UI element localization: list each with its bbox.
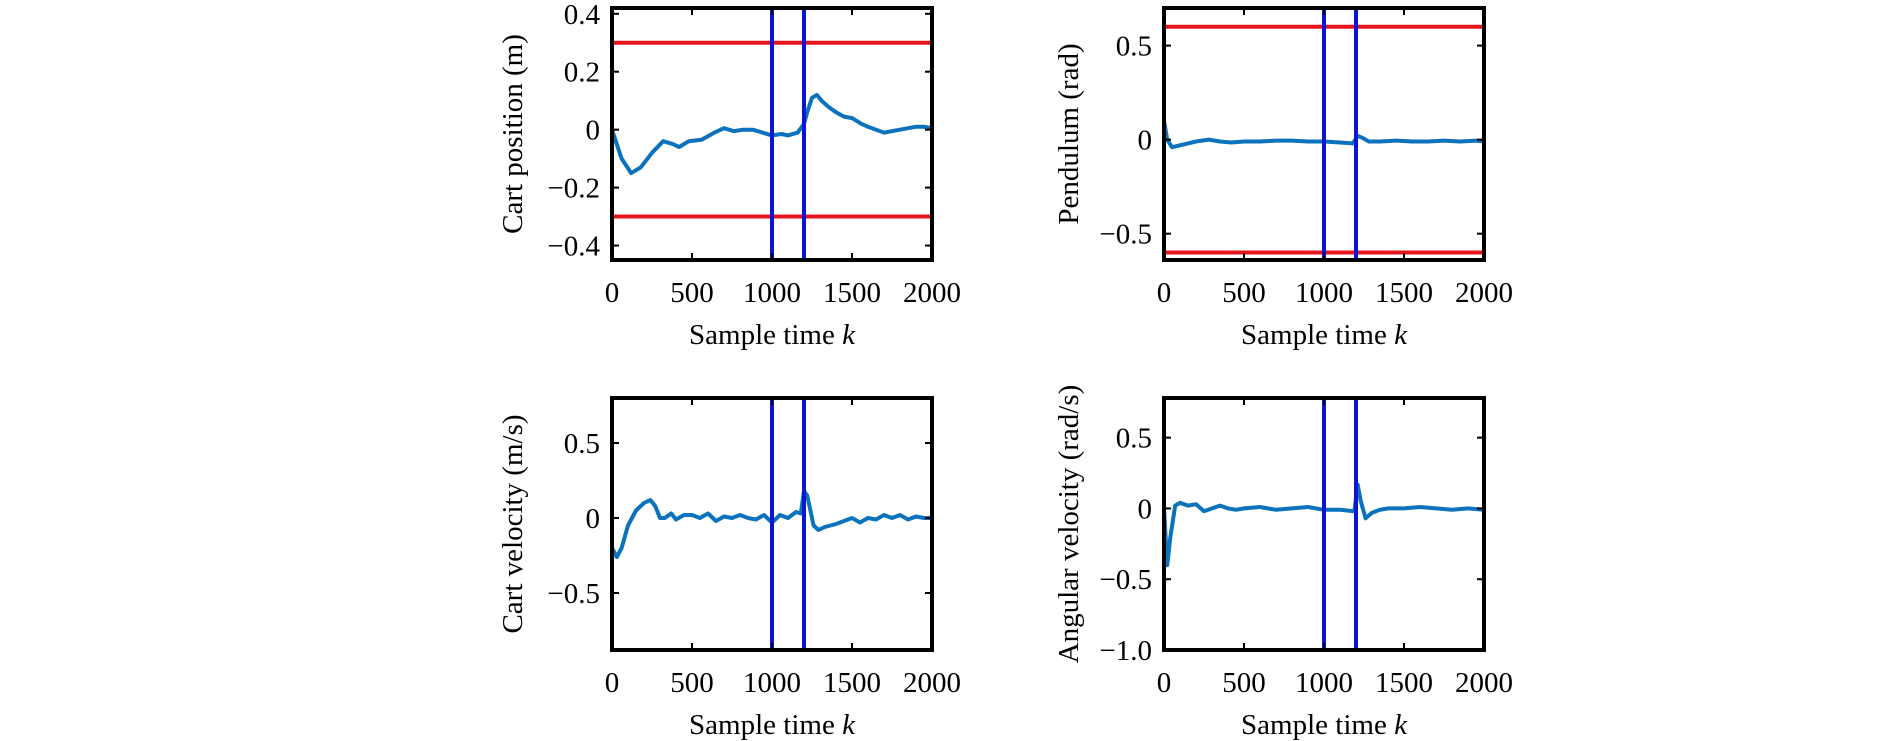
- y-tick-label: 0: [1138, 493, 1153, 525]
- x-tick-label: 1500: [1375, 277, 1433, 309]
- x-tick-label: 2000: [1455, 667, 1513, 699]
- x-tick-label: 1000: [1295, 667, 1353, 699]
- x-tick-label: 1500: [1375, 667, 1433, 699]
- series-line-1: [1164, 120, 1484, 150]
- x-axis-label: Sample time k: [1241, 709, 1408, 741]
- x-tick-label: 0: [605, 277, 620, 309]
- y-tick-label: −0.2: [547, 173, 600, 205]
- y-tick-label: 0.5: [564, 428, 600, 460]
- y-axis-label: Cart position (m): [497, 34, 529, 234]
- x-tick-label: 500: [670, 667, 714, 699]
- x-axis-label: Sample time k: [1241, 319, 1408, 351]
- y-tick-label: 0.4: [564, 0, 601, 31]
- x-axis-label-var: k: [1394, 709, 1408, 741]
- y-tick-label: 0: [1138, 125, 1153, 157]
- subplot-1: 0 500 1000 1500 2000 −0.4 −0.2 0 0.2 0.4 Sample ti…: [497, 0, 961, 351]
- y-axis-label: Angular velocity (rad/s): [1053, 385, 1085, 664]
- x-axis-label-text: Sample time: [689, 319, 842, 351]
- x-tick-label: 500: [1222, 667, 1266, 699]
- x-axis-label-text: Sample time: [1241, 319, 1394, 351]
- x-tick-label: 1000: [743, 667, 801, 699]
- series-line-1: [612, 92, 932, 176]
- y-tick-label: −0.5: [1099, 564, 1152, 596]
- y-tick-label: 0: [586, 115, 601, 147]
- y-tick-label: 0.5: [1116, 31, 1152, 63]
- y-tick-label: 0: [586, 503, 601, 535]
- subplot-3: 0 500 1000 1500 2000 −0.5 0 0.5 Sample time k Car…: [497, 396, 961, 741]
- y-tick-label: −0.4: [547, 231, 600, 263]
- x-tick-label: 1000: [743, 277, 801, 309]
- x-axis-label-var: k: [842, 319, 856, 351]
- x-axis-label-var: k: [1394, 319, 1408, 351]
- series-line-1: [1164, 482, 1484, 568]
- x-tick-label: 1500: [823, 667, 881, 699]
- x-tick-label: 0: [1157, 667, 1172, 699]
- y-tick-label: 0.2: [564, 57, 600, 89]
- x-tick-label: 500: [1222, 277, 1266, 309]
- y-tick-label: −0.5: [1099, 219, 1152, 251]
- x-axis-label-var: k: [842, 709, 856, 741]
- x-axis-label-text: Sample time: [689, 709, 842, 741]
- y-axis-label: Pendulum (rad): [1053, 43, 1085, 224]
- x-tick-label: 2000: [1455, 277, 1513, 309]
- x-tick-label: 2000: [903, 667, 961, 699]
- y-axis-label: Cart velocity (m/s): [497, 414, 529, 633]
- x-tick-label: 500: [670, 277, 714, 309]
- x-tick-label: 1500: [823, 277, 881, 309]
- x-axis-label: Sample time k: [689, 709, 856, 741]
- y-tick-label: 0.5: [1116, 423, 1152, 455]
- x-axis-label-text: Sample time: [1241, 709, 1394, 741]
- x-tick-label: 2000: [903, 277, 961, 309]
- y-tick-label: −1.0: [1099, 635, 1152, 667]
- y-tick-label: −0.5: [547, 578, 600, 610]
- x-tick-label: 0: [605, 667, 620, 699]
- subplot-4: 0 500 1000 1500 2000 −1.0 −0.5 0 0.5 Sample time …: [1053, 385, 1513, 741]
- x-axis-label: Sample time k: [689, 319, 856, 351]
- x-tick-label: 0: [1157, 277, 1172, 309]
- x-tick-label: 1000: [1295, 277, 1353, 309]
